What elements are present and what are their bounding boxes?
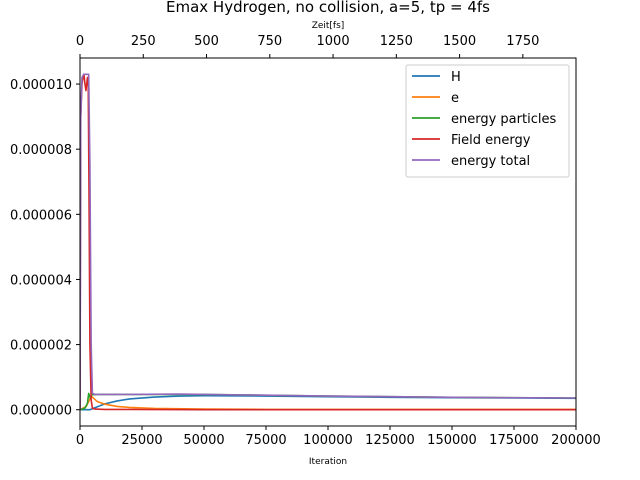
y-tick-label: 0.000006 [10, 208, 72, 223]
x-tick-label: 100000 [303, 433, 353, 448]
x-tick-label: 150000 [427, 433, 477, 448]
legend-label-energy-particles: energy particles [451, 112, 556, 127]
y-tick-label: 0.000010 [10, 78, 72, 93]
x-tick-label: 75000 [245, 433, 286, 448]
y-tick-label: 0.000008 [10, 143, 72, 158]
legend-label-field-energy: Field energy [451, 133, 531, 148]
x-tick-label: 25000 [121, 433, 162, 448]
top-axis-label: Zeit[fs] [312, 21, 345, 31]
x-tick-label: 0 [76, 433, 84, 448]
x-tick-label: 175000 [489, 433, 539, 448]
legend-label-e: e [451, 91, 459, 106]
legend: He energy particles Field energy energy tot… [405, 64, 570, 178]
x-tick-label: 50000 [183, 433, 224, 448]
top-x-tick-label: 250 [131, 34, 156, 49]
x-tick-label: 125000 [365, 433, 415, 448]
axes-layer: 0 25000 50000 75000 100000 125000 150000 175000… [10, 34, 601, 448]
legend-box [405, 64, 570, 178]
top-x-tick-label: 1000 [317, 34, 350, 49]
top-x-tick-label: 0 [76, 34, 84, 49]
x-tick-label: 200000 [551, 433, 601, 448]
top-x-tick-label: 1750 [506, 34, 539, 49]
x-axis-label: Iteration [309, 457, 347, 467]
series-line-energy-total [80, 73, 576, 410]
legend-label-h: H [451, 70, 461, 85]
top-x-tick-label: 750 [257, 34, 282, 49]
y-tick-label: 0.000004 [10, 273, 72, 288]
y-tick-label: 0.000000 [10, 404, 72, 419]
series-layer [80, 73, 576, 411]
chart-title: Emax Hydrogen, no collision, a=5, tp = 4… [166, 0, 490, 16]
top-x-tick-label: 500 [194, 34, 219, 49]
legend-label-energy-total: energy total [451, 154, 530, 169]
y-tick-label: 0.000002 [10, 339, 72, 354]
top-x-tick-label: 1500 [443, 34, 476, 49]
top-x-tick-label: 1250 [380, 34, 413, 49]
